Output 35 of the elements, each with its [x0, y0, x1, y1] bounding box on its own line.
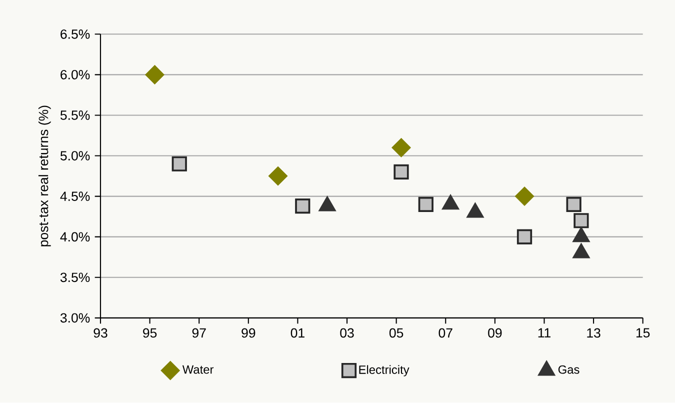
x-tick-label: 13	[587, 328, 600, 338]
x-tick-label: 95	[143, 328, 157, 338]
point	[392, 138, 411, 158]
point	[172, 156, 187, 172]
y-axis-title: post-tax real returns (%)	[38, 106, 51, 246]
point	[295, 198, 310, 214]
y-tick-label: 3.0%	[60, 313, 90, 323]
y-tick-label: 4.5%	[60, 192, 90, 202]
y-tick-label: 5.0%	[60, 151, 90, 161]
point	[268, 166, 288, 186]
point	[394, 164, 409, 180]
legend-label: Gas	[558, 365, 580, 374]
x-tick-label: 99	[242, 328, 256, 338]
y-tick-label: 4.0%	[60, 232, 90, 242]
point	[145, 65, 164, 84]
y-tick-label: 5.5%	[60, 110, 90, 120]
x-tick-label: 97	[192, 328, 206, 338]
x-tick-label: 07	[438, 328, 452, 338]
point	[514, 186, 534, 206]
x-tick-label: 93	[94, 328, 108, 338]
point	[516, 229, 532, 245]
x-tick-label: 09	[488, 328, 502, 338]
x-tick-label: 01	[290, 328, 304, 338]
y-tick-label: 6.5%	[60, 30, 90, 39]
legend-label: Electricity	[359, 365, 410, 376]
y-tick-label: 6.0%	[60, 70, 90, 80]
x-tick-label: 15	[636, 328, 650, 338]
point	[574, 213, 589, 228]
point	[418, 196, 434, 212]
point	[566, 196, 582, 212]
x-tick-label: 05	[389, 328, 404, 338]
y-tick-label: 3.5%	[60, 272, 90, 282]
legend-label: Water	[182, 366, 214, 374]
x-tick-label: 11	[538, 328, 550, 338]
x-tick-label: 03	[340, 328, 354, 338]
